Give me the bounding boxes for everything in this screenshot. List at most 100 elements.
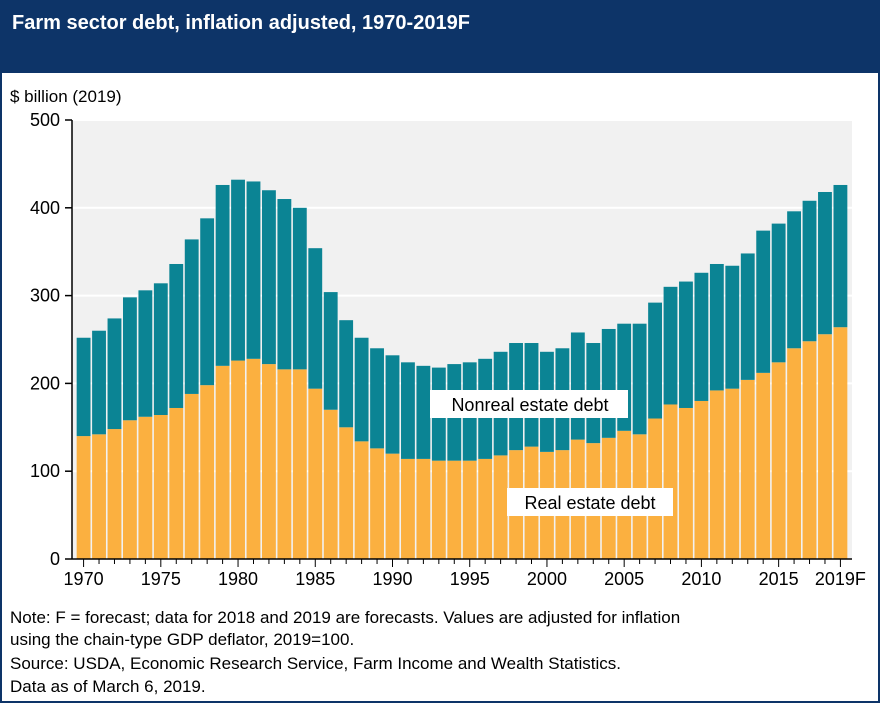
bar-nonreal-estate-1990 — [385, 355, 400, 454]
bar-nonreal-estate-2011 — [709, 263, 724, 391]
x-tick-label: 1985 — [295, 569, 335, 589]
bar-nonreal-estate-2012 — [725, 265, 740, 389]
bar-real-estate-1981 — [246, 358, 261, 559]
bar-nonreal-estate-1973 — [122, 297, 137, 421]
bar-real-estate-2018 — [818, 334, 832, 559]
bar-nonreal-estate-1971 — [92, 330, 106, 435]
bar-real-estate-1985 — [308, 388, 323, 559]
y-tick-label: 200 — [30, 373, 60, 393]
bar-real-estate-2019 — [833, 327, 848, 559]
bar-nonreal-estate-1978 — [200, 218, 215, 386]
x-tick-label: 1980 — [218, 569, 258, 589]
bar-real-estate-1974 — [138, 416, 153, 559]
annotation-real-estate-debt: Real estate debt — [524, 493, 655, 513]
bar-real-estate-1984 — [292, 369, 307, 559]
bar-nonreal-estate-2014 — [756, 230, 771, 373]
bar-real-estate-1995 — [462, 460, 477, 559]
bar-real-estate-2009 — [679, 407, 693, 559]
bar-real-estate-1992 — [416, 458, 431, 559]
bar-real-estate-2011 — [709, 390, 724, 559]
series-annotations: Nonreal estate debt Real estate debt — [430, 390, 673, 516]
bar-nonreal-estate-1991 — [401, 362, 415, 459]
y-tick-label: 0 — [50, 549, 60, 569]
bar-nonreal-estate-1983 — [277, 199, 292, 370]
x-axis-ticks: 1970 1975 1980 1985 1990 1995 2000 2005 2010 2015… — [64, 559, 866, 589]
bar-nonreal-estate-1976 — [169, 263, 184, 408]
x-tick-label: 1990 — [372, 569, 412, 589]
bar-real-estate-1991 — [401, 458, 415, 559]
x-tick-label: 1995 — [450, 569, 490, 589]
bar-nonreal-estate-2004 — [601, 328, 616, 438]
x-tick-label: 2015 — [759, 569, 799, 589]
bar-nonreal-estate-2007 — [648, 302, 662, 419]
bar-real-estate-1979 — [215, 365, 230, 559]
data-date-line: Data as of March 6, 2019. — [10, 677, 206, 696]
bar-real-estate-1994 — [447, 460, 462, 559]
bar-real-estate-1978 — [200, 385, 215, 559]
bar-real-estate-1996 — [478, 458, 493, 559]
series-nonreal-estate-debt — [76, 179, 848, 461]
bar-real-estate-2014 — [756, 372, 771, 559]
annotation-nonreal-bg — [430, 390, 628, 418]
bar-nonreal-estate-2017 — [802, 200, 817, 342]
x-tick-label: 2019F — [815, 569, 866, 589]
bar-real-estate-1975 — [153, 415, 168, 559]
bar-real-estate-1972 — [107, 429, 122, 559]
bar-nonreal-estate-1974 — [138, 290, 153, 417]
bar-nonreal-estate-2002 — [570, 332, 585, 440]
series-real-estate-debt — [76, 327, 848, 559]
bar-real-estate-2017 — [802, 341, 817, 559]
x-tick-label: 1975 — [141, 569, 181, 589]
bar-nonreal-estate-2010 — [694, 272, 709, 401]
bar-nonreal-estate-1986 — [323, 292, 338, 410]
bar-real-estate-1980 — [231, 360, 245, 559]
bar-real-estate-1983 — [277, 369, 292, 559]
y-tick-label: 300 — [30, 286, 60, 306]
bar-real-estate-2016 — [787, 348, 802, 559]
y-tick-label: 500 — [30, 110, 60, 130]
bar-nonreal-estate-1979 — [215, 184, 230, 366]
bar-real-estate-1989 — [370, 448, 384, 559]
bar-real-estate-1987 — [339, 427, 354, 559]
bar-real-estate-1976 — [169, 407, 184, 559]
bar-nonreal-estate-2013 — [740, 253, 755, 380]
bar-nonreal-estate-1988 — [354, 337, 369, 442]
bar-real-estate-1997 — [493, 455, 508, 559]
bar-nonreal-estate-1982 — [262, 190, 276, 365]
annotation-nonreal-estate-debt: Nonreal estate debt — [451, 395, 608, 415]
bar-real-estate-2008 — [663, 404, 678, 559]
bar-real-estate-1990 — [385, 453, 400, 559]
axes — [71, 120, 852, 560]
bar-real-estate-1986 — [323, 409, 338, 559]
bar-real-estate-2010 — [694, 400, 709, 559]
bar-real-estate-2013 — [740, 379, 755, 559]
bar-nonreal-estate-2009 — [679, 281, 693, 408]
x-tick-label: 2010 — [681, 569, 721, 589]
bar-nonreal-estate-2018 — [818, 191, 832, 335]
bar-nonreal-estate-1970 — [76, 337, 91, 437]
annotation-real-bg — [507, 488, 673, 516]
bar-real-estate-2015 — [771, 362, 786, 559]
y-axis-label: $ billion (2019) — [10, 87, 122, 106]
note-line-1: Note: F = forecast; data for 2018 and 20… — [10, 608, 681, 627]
bar-nonreal-estate-1977 — [184, 239, 199, 394]
chart-title: Farm sector debt, inflation adjusted, 19… — [12, 12, 470, 34]
bar-nonreal-estate-1981 — [246, 181, 261, 359]
x-tick-label: 1970 — [64, 569, 104, 589]
bar-nonreal-estate-2006 — [632, 323, 647, 435]
bar-real-estate-1993 — [431, 460, 446, 559]
bar-nonreal-estate-2008 — [663, 286, 678, 405]
y-tick-label: 100 — [30, 461, 60, 481]
bar-real-estate-2012 — [725, 388, 740, 559]
source-line: Source: USDA, Economic Research Service,… — [10, 654, 621, 673]
bar-nonreal-estate-2019 — [833, 184, 848, 328]
y-tick-label: 400 — [30, 198, 60, 218]
bar-nonreal-estate-1992 — [416, 365, 431, 459]
bar-nonreal-estate-1980 — [231, 179, 245, 361]
bar-nonreal-estate-1987 — [339, 320, 354, 428]
bar-real-estate-1977 — [184, 393, 199, 559]
bar-nonreal-estate-1984 — [292, 207, 307, 370]
x-tick-label: 2005 — [604, 569, 644, 589]
